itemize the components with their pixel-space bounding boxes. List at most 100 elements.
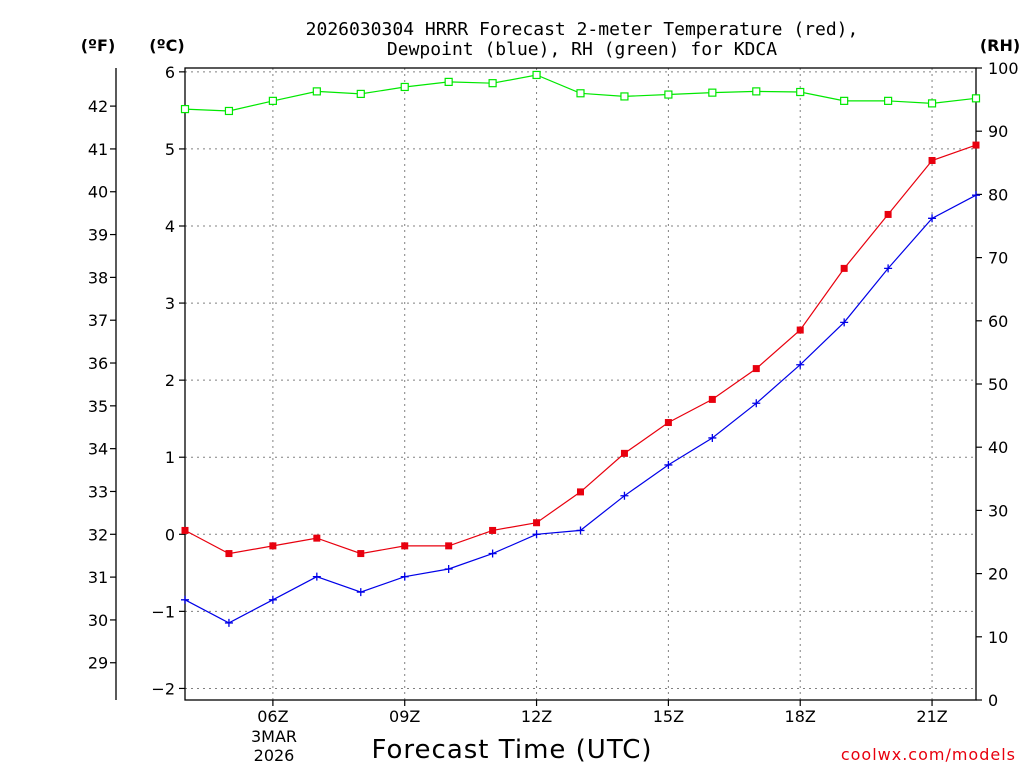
dewpoint-point [224, 618, 233, 627]
rh-point [664, 90, 673, 99]
fahrenheit-tick-label: 33 [88, 482, 108, 501]
rh-tick-label: 40 [988, 438, 1008, 457]
celsius-tick-label: −2 [151, 679, 175, 698]
rh-tick-label: 80 [988, 185, 1008, 204]
temperature-point [269, 542, 277, 550]
chart-title-line-1: 2026030304 HRRR Forecast 2-meter Tempera… [306, 19, 859, 40]
temperature-point [181, 526, 189, 534]
rh-point [752, 87, 761, 96]
fahrenheit-tick-label: 34 [88, 440, 108, 459]
rh-point [576, 89, 585, 98]
temperature-point [664, 419, 672, 427]
dewpoint-point [708, 433, 717, 442]
dewpoint-point [664, 460, 673, 469]
dewpoint-point [444, 564, 453, 573]
rh-point [620, 92, 629, 101]
axes [115, 67, 977, 701]
fahrenheit-tick-label: 40 [88, 183, 108, 202]
temperature-point [533, 519, 541, 527]
x-tick-label: 12Z [521, 707, 552, 726]
rh-point [796, 87, 805, 97]
rh-point [268, 96, 277, 105]
dewpoint-point [796, 360, 805, 369]
rh-tick-label: 0 [988, 691, 998, 710]
x-tick-label: 21Z [916, 707, 947, 726]
celsius-tick-label: 6 [165, 63, 175, 82]
axis-ticks: 06Z 09Z 12Z 15Z 18Z 21Z−2−1012345629303132333… [88, 59, 1019, 726]
fahrenheit-tick-label: 35 [88, 397, 108, 416]
fahrenheit-tick-label: 39 [88, 226, 108, 245]
celsius-unit-label: (ºC) [149, 36, 184, 55]
rh-point [708, 88, 717, 97]
x-tick-label: 06Z [257, 707, 288, 726]
temperature-point [577, 488, 584, 496]
dewpoint-point [400, 572, 409, 581]
temperature-point [620, 449, 628, 457]
temperature-point [357, 550, 365, 558]
temperature-point [708, 395, 716, 403]
date-label-month: 3MAR [251, 727, 297, 746]
temperature-point [401, 542, 409, 550]
temperature-point [796, 326, 804, 334]
temperature-point [884, 210, 892, 218]
fahrenheit-tick-label: 42 [88, 97, 108, 116]
fahrenheit-tick-label: 30 [88, 611, 108, 630]
fahrenheit-tick-label: 37 [88, 311, 108, 330]
dewpoint-point [532, 530, 541, 539]
rh-point [224, 106, 234, 116]
celsius-tick-label: 5 [165, 140, 175, 159]
rh-point [927, 99, 937, 108]
dewpoint-point [620, 491, 629, 500]
dewpoint-point [576, 526, 585, 535]
rh-tick-label: 90 [988, 122, 1008, 141]
dewpoint-line [184, 194, 977, 624]
dewpoint-point [312, 572, 321, 581]
dewpoint-point [356, 588, 365, 597]
fahrenheit-tick-label: 32 [88, 525, 108, 544]
rh-unit-label: (RH) [980, 36, 1020, 55]
dewpoint-point [840, 318, 849, 327]
temperature-point [972, 141, 980, 149]
grid-lines [185, 68, 976, 700]
data-series [180, 70, 981, 627]
celsius-tick-label: 3 [165, 294, 175, 313]
temperature-point [840, 264, 848, 272]
temperature-point [445, 542, 453, 550]
rh-point [488, 79, 497, 88]
rh-point [180, 104, 190, 114]
rh-tick-label: 50 [988, 375, 1008, 394]
fahrenheit-unit-label: (ºF) [81, 36, 116, 55]
date-label-year: 2026 [254, 746, 295, 765]
dewpoint-point [181, 595, 189, 604]
temperature-point [225, 550, 233, 558]
fahrenheit-tick-label: 38 [88, 268, 108, 287]
x-tick-label: 15Z [653, 707, 684, 726]
dewpoint-point [268, 595, 277, 604]
celsius-tick-label: 1 [165, 448, 175, 467]
fahrenheit-tick-label: 36 [88, 354, 108, 373]
dewpoint-point [884, 264, 893, 273]
rh-point [971, 94, 981, 103]
rh-point [444, 77, 453, 87]
x-axis-label: Forecast Time (UTC) [371, 735, 652, 765]
celsius-tick-label: 0 [165, 525, 175, 544]
dewpoint-point [972, 191, 980, 200]
rh-point [532, 70, 541, 80]
celsius-tick-label: 2 [165, 371, 175, 390]
rh-point [840, 96, 849, 105]
dewpoint-point [928, 214, 937, 223]
fahrenheit-tick-label: 41 [88, 140, 108, 159]
plot-frame [184, 67, 977, 701]
celsius-tick-label: 4 [165, 217, 175, 236]
dewpoint-point [752, 399, 761, 408]
rh-point [884, 96, 893, 105]
temperature-point [752, 365, 760, 373]
rh-point [312, 87, 321, 96]
rh-tick-label: 10 [988, 628, 1008, 647]
rh-point [400, 82, 409, 92]
dewpoint-point [488, 549, 497, 558]
celsius-tick-label: −1 [151, 602, 175, 621]
x-tick-label: 09Z [389, 707, 420, 726]
temperature-point [928, 156, 936, 164]
